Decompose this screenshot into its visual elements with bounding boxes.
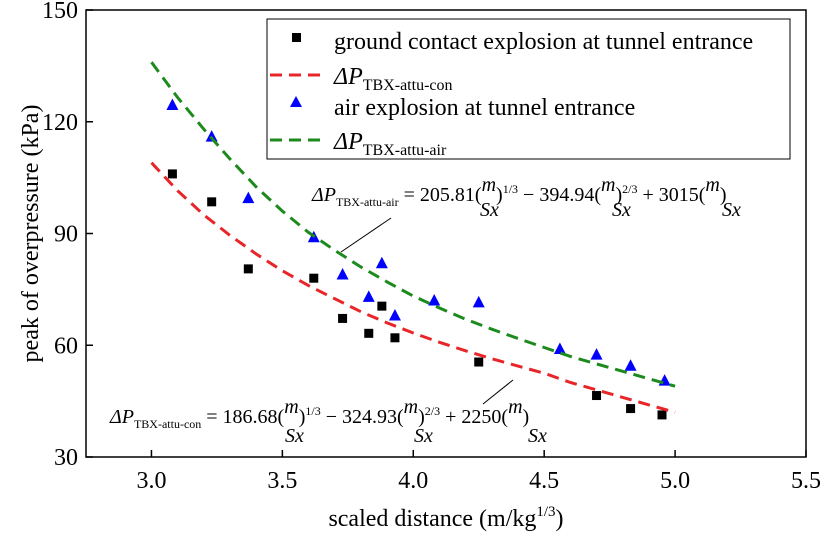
con-denominator: Sx <box>285 425 304 447</box>
series-0-point <box>592 391 602 401</box>
con-leader-line <box>482 379 514 405</box>
legend-3-label: ΔPTBX-attu-air <box>333 129 447 159</box>
legend-2-marker <box>290 96 302 107</box>
series-2-point <box>362 290 375 302</box>
legend-2-label: air explosion at tunnel entrance <box>334 95 635 121</box>
y-tick-label: 120 <box>42 110 78 136</box>
series-0-point <box>377 301 387 311</box>
legend-0-marker <box>292 33 301 42</box>
series-0-point <box>243 264 253 274</box>
x-tick-label: 5.5 <box>791 468 821 494</box>
series-0-point <box>390 333 400 343</box>
x-tick-label: 3.5 <box>267 468 297 494</box>
series-2-point <box>590 348 603 360</box>
y-tick-label: 30 <box>54 445 78 471</box>
series-0-point <box>207 197 217 207</box>
series-2-point <box>242 191 255 204</box>
x-tick-label: 4.5 <box>529 468 559 494</box>
series-2-point <box>553 342 566 354</box>
air-denominator: Sx <box>480 199 499 221</box>
annotations: ΔPTBX-attu-air = 205.81(m)1/3 − 394.94(m… <box>109 174 741 447</box>
legend: ground contact explosion at tunnel entra… <box>266 18 791 160</box>
air-leader-line <box>340 217 392 253</box>
series-3-fit-line <box>150 61 676 388</box>
series-2-point <box>658 374 671 386</box>
x-tick-label: 4.0 <box>398 468 428 494</box>
series-0-point <box>338 313 348 323</box>
con-formula: ΔPTBX-attu-con = 186.68(m)1/3 − 324.93(m… <box>109 396 529 431</box>
series-2-point <box>166 98 179 110</box>
legend-0-label: ground contact explosion at tunnel entra… <box>334 29 753 55</box>
air-denominator: Sx <box>722 199 741 221</box>
series-2-point <box>472 295 485 308</box>
series-0-point <box>309 273 319 283</box>
air-formula: ΔPTBX-attu-air = 205.81(m)1/3 − 394.94(m… <box>311 174 727 209</box>
x-axis-title: scaled distance (m/kg1/3) <box>328 504 563 532</box>
plot-area <box>150 61 676 420</box>
con-denominator: Sx <box>414 425 433 447</box>
x-tick-label: 3.0 <box>136 468 166 494</box>
y-tick-label: 150 <box>42 0 78 24</box>
axes: 3.0 3.5 4.0 4.5 5.0 5.5 30 60 90 120 150 scaled dis… <box>18 0 821 532</box>
series-0-point <box>657 410 667 420</box>
legend-box <box>266 18 791 160</box>
series-0-point <box>364 328 374 338</box>
y-tick-label: 60 <box>54 333 78 359</box>
series-0-point <box>474 357 484 367</box>
series-2-point <box>375 256 388 269</box>
y-axis-title: peak of overpressure (kPa) <box>18 105 44 363</box>
x-tick-label: 5.0 <box>660 468 690 494</box>
series-2-point <box>336 267 349 280</box>
legend-1-label: ΔPTBX-attu-con <box>333 64 453 94</box>
series-2-point <box>428 294 441 306</box>
series-2-point <box>624 359 637 371</box>
series-0-point <box>167 169 177 179</box>
series-1-fit-line <box>150 161 676 414</box>
con-denominator: Sx <box>528 425 547 447</box>
air-denominator: Sx <box>612 199 631 221</box>
series-0-point <box>626 404 636 414</box>
series-2-point <box>388 308 401 321</box>
y-tick-label: 90 <box>54 222 78 248</box>
